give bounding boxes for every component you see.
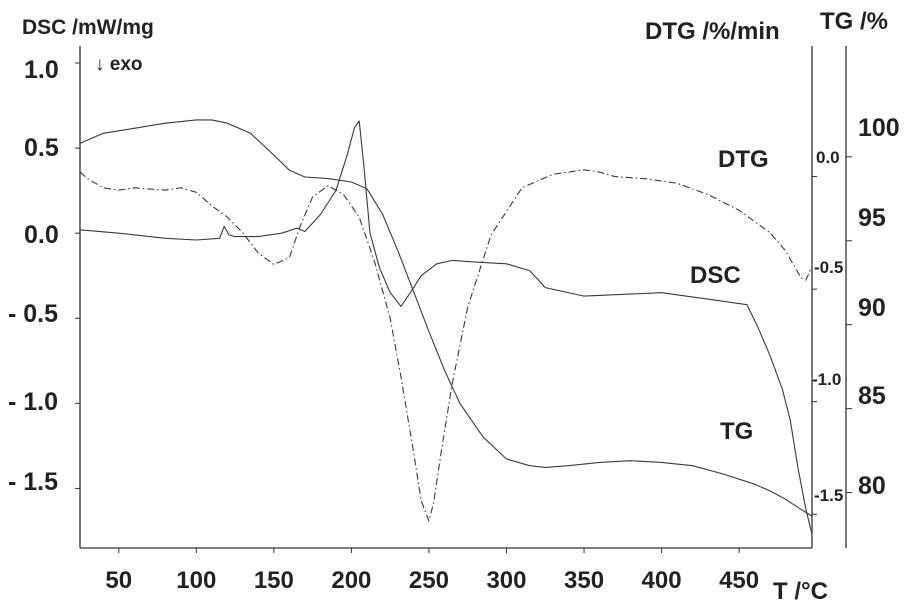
axes-frame xyxy=(75,46,852,549)
series-label-dtg: DTG xyxy=(718,146,769,173)
exo-direction-note: ↓ exo xyxy=(95,54,143,75)
tg-tick-label: 90 xyxy=(858,294,886,322)
dtg-tick-label: -0.5 xyxy=(814,258,844,277)
dtg-tick-label: -1.5 xyxy=(814,486,844,505)
dsc-tick-label: 0.0 xyxy=(24,221,59,249)
x-axis-ticks: 50 100 150 200 250 300 350 400 450 xyxy=(105,548,759,594)
data-curves xyxy=(79,119,813,535)
tg-tick-label: 100 xyxy=(858,114,900,142)
dtg-curve xyxy=(79,169,813,522)
x-tick-label: 50 xyxy=(105,567,132,594)
dtg-axis-title: DTG /%/min xyxy=(645,18,780,45)
dsc-tick-label: - 0.5 xyxy=(8,300,59,328)
series-label-tg: TG xyxy=(720,418,754,445)
dsc-tick-label: 0.5 xyxy=(24,134,59,162)
x-tick-label: 200 xyxy=(331,567,371,594)
tg-tick-label: 85 xyxy=(858,382,886,410)
x-tick-label: 350 xyxy=(564,567,604,594)
dsc-curve xyxy=(79,120,813,535)
tg-tick-label: 80 xyxy=(858,472,886,500)
x-tick-label: 300 xyxy=(486,567,526,594)
x-tick-label: 400 xyxy=(642,567,682,594)
series-label-dsc: DSC xyxy=(690,262,741,289)
tg-axis-title: TG /% xyxy=(820,8,889,35)
x-tick-label: 100 xyxy=(176,567,216,594)
tg-curve xyxy=(79,119,813,517)
x-tick-label: 450 xyxy=(719,567,759,594)
x-axis-title: T /°C xyxy=(773,578,828,605)
dsc-axis-title: DSC /mW/mg xyxy=(22,16,154,39)
dtg-tick-label: -1.0 xyxy=(812,370,842,389)
dsc-tick-label: 1.0 xyxy=(24,56,59,84)
dtg-tick-label: 0.0 xyxy=(816,148,840,167)
dsc-tick-label: - 1.5 xyxy=(8,468,59,496)
x-tick-label: 150 xyxy=(254,567,294,594)
tg-tick-label: 95 xyxy=(858,204,886,232)
x-tick-label: 250 xyxy=(409,567,449,594)
dsc-tick-label: - 1.0 xyxy=(8,388,59,416)
